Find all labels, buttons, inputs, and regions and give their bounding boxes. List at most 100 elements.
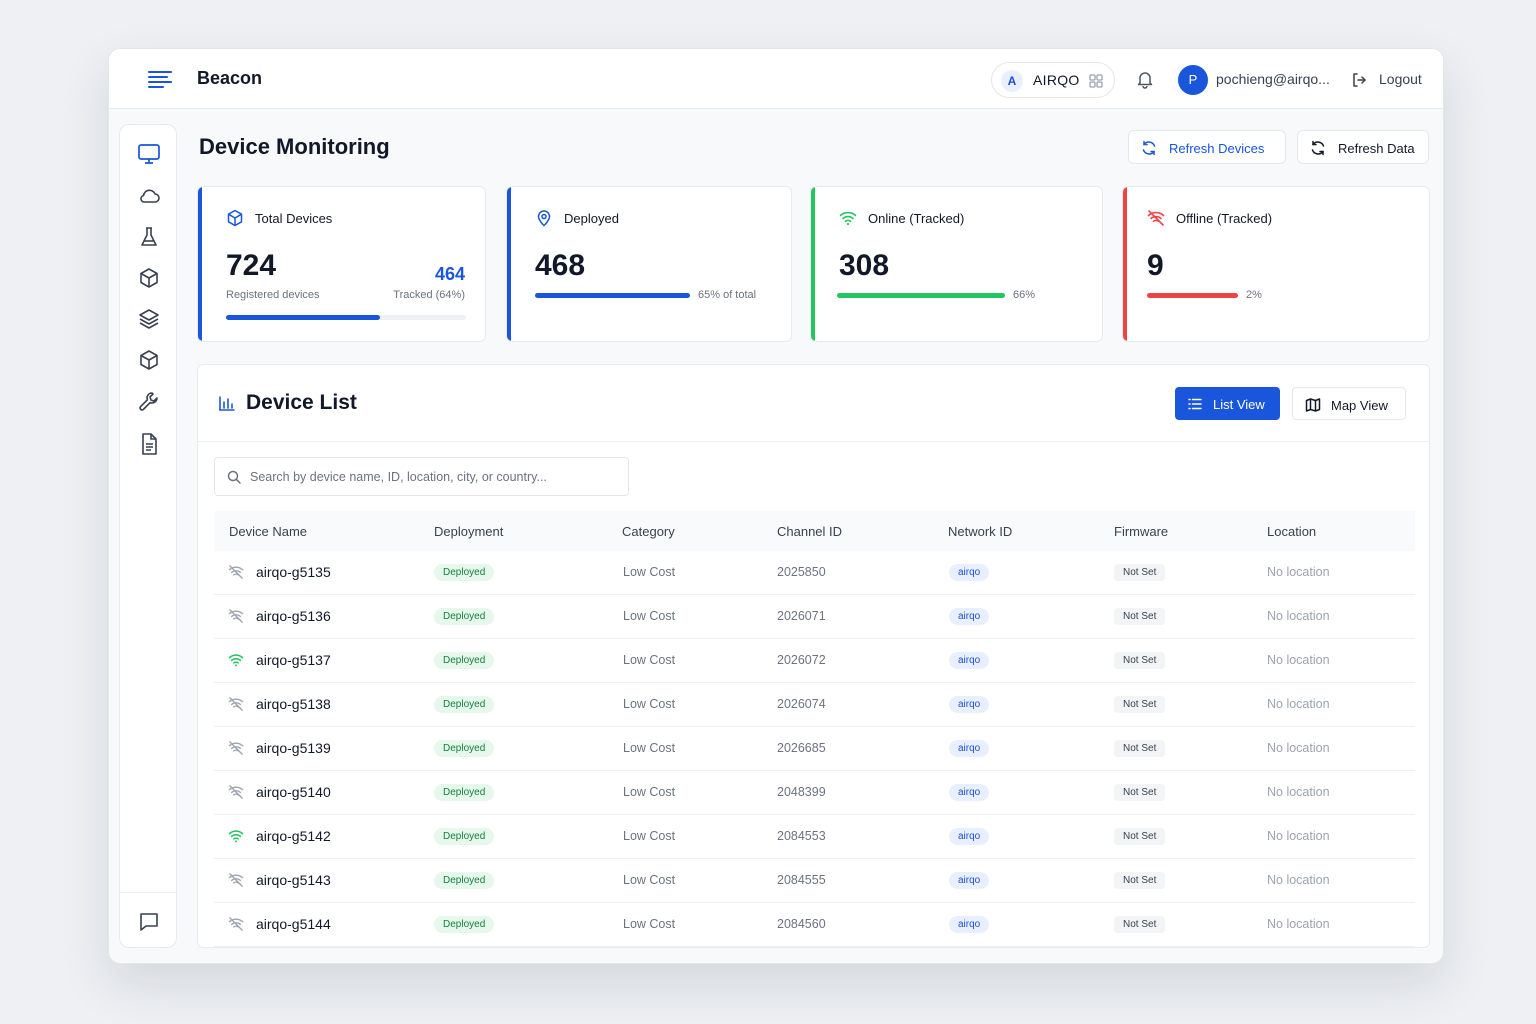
device-name[interactable]: airqo-g5139 — [256, 740, 331, 756]
device-location: No location — [1267, 697, 1330, 711]
sidebar-item-feedback[interactable] — [136, 909, 162, 935]
stat-percent: 66% — [1013, 289, 1036, 301]
table-row[interactable]: airqo-g5138 Deployed Low Cost 2026074 airqo N… — [214, 683, 1415, 727]
org-switcher[interactable]: A AIRQO — [991, 62, 1115, 98]
table-row[interactable]: airqo-g5143 Deployed Low Cost 2084555 airqo N… — [214, 859, 1415, 903]
logout-button[interactable]: Logout — [1351, 69, 1441, 91]
firmware-badge: Not Set — [1114, 740, 1166, 757]
device-search[interactable] — [214, 457, 629, 496]
device-name[interactable]: airqo-g5142 — [256, 828, 331, 844]
box-icon — [140, 268, 158, 288]
channel-id: 2084555 — [777, 873, 826, 887]
stat-card-offline: Offline (Tracked) 9 2% — [1122, 186, 1430, 342]
column-header-firmware[interactable]: Firmware — [1114, 524, 1169, 539]
device-name[interactable]: airqo-g5138 — [256, 696, 331, 712]
refresh-devices-button[interactable]: Refresh Devices — [1128, 130, 1286, 164]
network-badge: airqo — [949, 696, 990, 713]
tracked-value: 464 — [434, 264, 465, 284]
menu-icon[interactable] — [147, 69, 173, 89]
network-badge: airqo — [949, 608, 990, 625]
device-name[interactable]: airqo-g5144 — [256, 916, 331, 932]
channel-id: 2026685 — [777, 741, 826, 755]
map-view-button[interactable]: Map View — [1292, 387, 1406, 420]
card-accent — [198, 187, 202, 341]
network-badge: airqo — [949, 828, 990, 845]
firmware-badge: Not Set — [1114, 652, 1166, 669]
wifi-icon — [839, 209, 857, 227]
refresh-data-button[interactable]: Refresh Data — [1297, 130, 1429, 164]
progress-track — [226, 315, 466, 320]
monitor-icon — [138, 144, 160, 164]
deployment-badge: Deployed — [434, 828, 495, 845]
table-row[interactable]: airqo-g5142 Deployed Low Cost 2084553 airqo N… — [214, 815, 1415, 859]
network-badge: airqo — [949, 872, 990, 889]
firmware-badge: Not Set — [1114, 608, 1166, 625]
sidebar-item-tools[interactable] — [136, 389, 162, 415]
org-name: AIRQO — [1033, 72, 1080, 88]
column-header-deployment[interactable]: Deployment — [434, 524, 504, 539]
wifi-icon — [228, 828, 244, 844]
sidebar-item-reports[interactable] — [136, 431, 162, 457]
device-location: No location — [1267, 873, 1330, 887]
column-header-channel-id[interactable]: Channel ID — [777, 524, 843, 539]
device-category: Low Cost — [623, 697, 676, 711]
map-view-label: Map View — [1331, 398, 1388, 413]
stat-label: Offline (Tracked) — [1176, 211, 1273, 226]
user-avatar[interactable]: P — [1178, 65, 1208, 95]
device-name[interactable]: airqo-g5135 — [256, 564, 331, 580]
network-badge: airqo — [949, 740, 990, 757]
device-name[interactable]: airqo-g5136 — [256, 608, 331, 624]
channel-id: 2084560 — [777, 917, 826, 931]
progress-track — [837, 293, 1005, 298]
stat-value: 468 — [535, 249, 586, 282]
table-row[interactable]: airqo-g5140 Deployed Low Cost 2048399 airqo N… — [214, 771, 1415, 815]
card-accent — [507, 187, 511, 341]
stat-card-online: Online (Tracked) 308 66% — [810, 186, 1103, 342]
table-row[interactable]: airqo-g5139 Deployed Low Cost 2026685 airqo N… — [214, 727, 1415, 771]
sidebar-item-monitor[interactable] — [136, 141, 162, 167]
cloud-icon — [140, 189, 160, 203]
wifi-off-icon — [228, 740, 244, 756]
bell-icon[interactable] — [1135, 69, 1155, 89]
device-name[interactable]: airqo-g5140 — [256, 784, 331, 800]
device-location: No location — [1267, 609, 1330, 623]
device-location: No location — [1267, 829, 1330, 843]
progress-fill — [226, 315, 380, 320]
stat-value: 308 — [839, 249, 890, 282]
refresh-icon — [1142, 140, 1156, 156]
column-header-network-id[interactable]: Network ID — [948, 524, 1013, 539]
list-view-button[interactable]: List View — [1175, 387, 1280, 420]
sidebar-item-devices[interactable] — [136, 265, 162, 291]
org-avatar: A — [1001, 70, 1023, 92]
sidebar-item-lab[interactable] — [136, 224, 162, 250]
list-icon — [1188, 398, 1202, 410]
progress-fill — [1147, 293, 1238, 298]
column-header-device-name[interactable]: Device Name — [229, 524, 308, 539]
device-name[interactable]: airqo-g5143 — [256, 872, 331, 888]
sidebar-item-packages[interactable] — [136, 347, 162, 373]
device-category: Low Cost — [623, 565, 676, 579]
column-header-category[interactable]: Category — [622, 524, 675, 539]
device-list-title: Device List — [246, 391, 357, 414]
column-header-location[interactable]: Location — [1267, 524, 1317, 539]
table-row[interactable]: airqo-g5136 Deployed Low Cost 2026071 airqo N… — [214, 595, 1415, 639]
progress-fill — [837, 293, 1005, 298]
table-row[interactable]: airqo-g5144 Deployed Low Cost 2084560 airqo N… — [214, 903, 1415, 947]
device-list-header: Device List List View Map View — [198, 365, 1429, 442]
table-row[interactable]: airqo-g5137 Deployed Low Cost 2026072 airqo N… — [214, 639, 1415, 683]
search-input[interactable] — [250, 467, 620, 487]
firmware-badge: Not Set — [1114, 828, 1166, 845]
stat-label: Deployed — [564, 211, 619, 226]
channel-id: 2048399 — [777, 785, 826, 799]
device-category: Low Cost — [623, 741, 676, 755]
map-pin-icon — [535, 209, 553, 227]
sidebar-item-cloud[interactable] — [136, 183, 162, 209]
device-name[interactable]: airqo-g5137 — [256, 652, 331, 668]
table-row[interactable]: airqo-g5135 Deployed Low Cost 2025850 airqo N… — [214, 551, 1415, 595]
sidebar-item-layers[interactable] — [136, 306, 162, 332]
user-email[interactable]: pochieng@airqo... — [1216, 71, 1330, 87]
device-category: Low Cost — [623, 873, 676, 887]
channel-id: 2025850 — [777, 565, 826, 579]
firmware-badge: Not Set — [1114, 564, 1166, 581]
stat-percent: 65% of total — [698, 289, 757, 301]
